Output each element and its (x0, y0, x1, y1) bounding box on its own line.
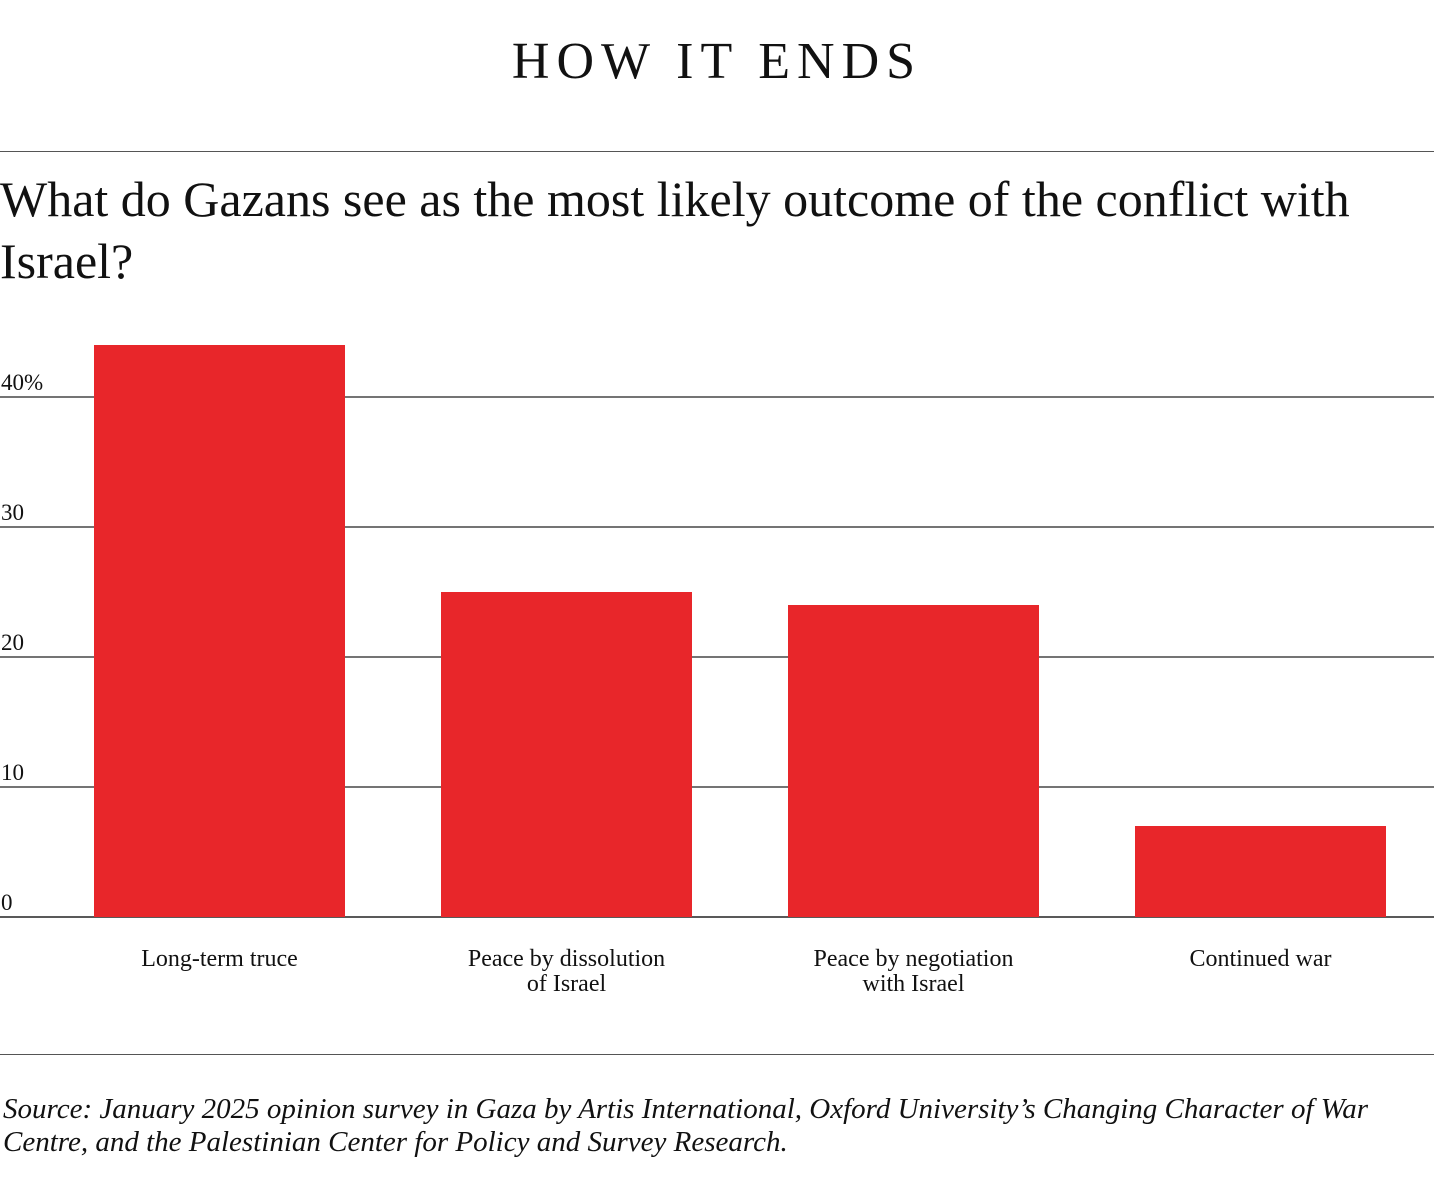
y-axis-ticks: 0 10 20 30 40% (1, 370, 43, 915)
bar-chart: 0 10 20 30 40% Long-term truce Peace by disso… (0, 345, 1434, 997)
bar-2 (788, 605, 1039, 917)
y-tick-label: 20 (1, 630, 24, 655)
x-tick-label-line: Peace by dissolution (468, 946, 665, 972)
bottom-divider (0, 1054, 1434, 1055)
bar-3 (1135, 826, 1386, 917)
y-tick-label: 10 (1, 760, 24, 785)
x-tick-label-line: of Israel (527, 971, 607, 997)
y-tick-label: 40% (1, 370, 43, 395)
chart-title: What do Gazans see as the most likely ou… (0, 171, 1350, 289)
y-tick-label: 0 (1, 890, 13, 915)
bars (94, 345, 1386, 917)
bar-1 (441, 592, 692, 917)
x-tick-label-line: Long-term truce (141, 946, 298, 972)
x-tick-label: Long-term truce (141, 946, 298, 972)
x-tick-label-line: Continued war (1190, 946, 1332, 972)
x-axis-labels: Long-term truce Peace by dissolution of Is… (141, 946, 1331, 997)
y-tick-label: 30 (1, 500, 24, 525)
source-note: Source: January 2025 opinion survey in G… (3, 1093, 1369, 1158)
chart-kicker: HOW IT ENDS (511, 33, 923, 90)
x-tick-label-line: Peace by negotiation (814, 946, 1014, 972)
x-tick-label: Peace by dissolution of Israel (468, 946, 665, 997)
x-tick-label: Peace by negotiation with Israel (814, 946, 1014, 997)
x-tick-label: Continued war (1190, 946, 1332, 972)
bar-0 (94, 345, 345, 917)
top-divider (0, 151, 1434, 152)
x-tick-label-line: with Israel (863, 971, 965, 997)
